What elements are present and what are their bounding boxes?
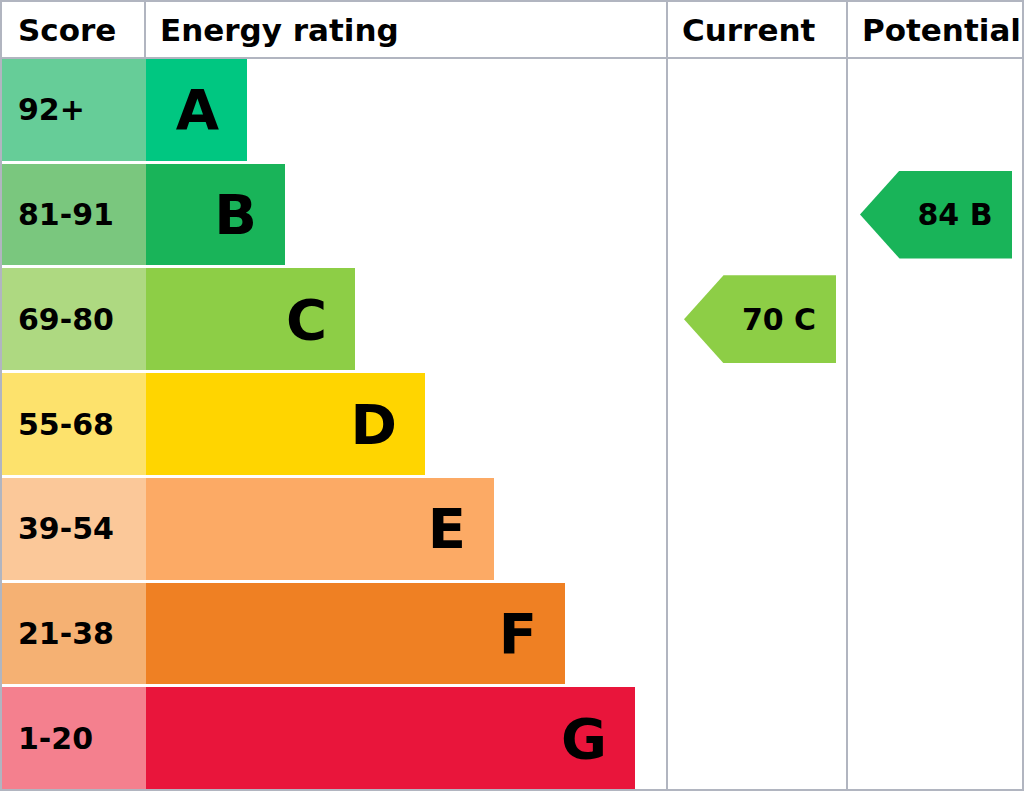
band-row-g: 1-20 G	[2, 687, 1022, 789]
potential-slot-f	[846, 583, 1022, 685]
score-range-b: 81-91	[2, 164, 146, 266]
potential-rating-arrow: 84 B	[860, 171, 1012, 259]
band-bar-f: F	[146, 583, 565, 685]
current-slot-e	[666, 478, 846, 580]
current-slot-d	[666, 373, 846, 475]
score-range-c: 69-80	[2, 268, 146, 370]
potential-slot-b: 84 B	[846, 164, 1022, 266]
band-row-b: 81-91 B 84 B	[2, 164, 1022, 269]
current-slot-f	[666, 583, 846, 685]
score-range-g: 1-20	[2, 687, 146, 789]
column-header-score: Score	[2, 2, 146, 57]
band-bar-a: A	[146, 59, 247, 161]
column-header-current: Current	[666, 2, 846, 57]
band-bar-d: D	[146, 373, 425, 475]
current-slot-c: 70 C	[666, 268, 846, 370]
column-header-potential: Potential	[846, 2, 1022, 57]
current-slot-g	[666, 687, 846, 789]
score-range-d: 55-68	[2, 373, 146, 475]
band-row-d: 55-68 D	[2, 373, 1022, 478]
epc-rating-chart: Score Energy rating Current Potential 92…	[0, 0, 1024, 791]
band-row-a: 92+ A	[2, 59, 1022, 164]
band-row-e: 39-54 E	[2, 478, 1022, 583]
potential-slot-c	[846, 268, 1022, 370]
band-row-f: 21-38 F	[2, 583, 1022, 688]
column-header-energy-rating: Energy rating	[146, 2, 666, 57]
current-slot-a	[666, 59, 846, 161]
row-spacer	[635, 687, 666, 789]
chart-header-row: Score Energy rating Current Potential	[2, 2, 1022, 59]
band-bar-e: E	[146, 478, 494, 580]
row-spacer	[565, 583, 666, 685]
row-spacer	[494, 478, 666, 580]
band-bar-g: G	[146, 687, 635, 789]
band-bar-b: B	[146, 164, 285, 266]
potential-slot-g	[846, 687, 1022, 789]
potential-slot-e	[846, 478, 1022, 580]
current-rating-arrow: 70 C	[684, 275, 836, 363]
potential-slot-a	[846, 59, 1022, 161]
potential-slot-d	[846, 373, 1022, 475]
band-row-c: 69-80 C 70 C	[2, 268, 1022, 373]
row-spacer	[285, 164, 666, 266]
current-slot-b	[666, 164, 846, 266]
band-bar-c: C	[146, 268, 355, 370]
score-range-f: 21-38	[2, 583, 146, 685]
row-spacer	[247, 59, 666, 161]
score-range-a: 92+	[2, 59, 146, 161]
band-rows: 92+ A 81-91 B 84 B 69-80 C 70 C 55-68	[2, 59, 1022, 789]
row-spacer	[425, 373, 666, 475]
score-range-e: 39-54	[2, 478, 146, 580]
row-spacer	[355, 268, 666, 370]
